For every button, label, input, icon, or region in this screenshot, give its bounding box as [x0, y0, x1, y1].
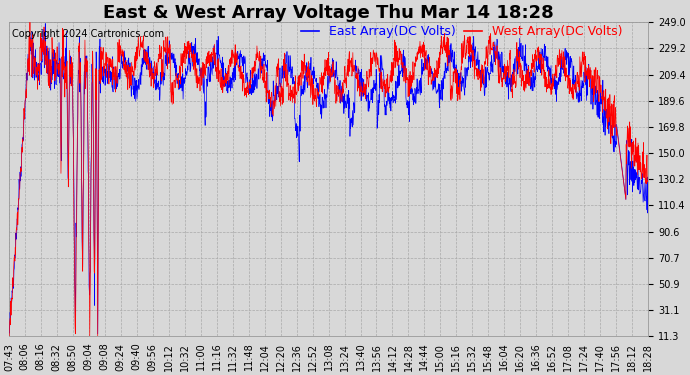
Title: East & West Array Voltage Thu Mar 14 18:28: East & West Array Voltage Thu Mar 14 18:…	[104, 4, 554, 22]
Text: Copyright 2024 Cartronics.com: Copyright 2024 Cartronics.com	[12, 28, 164, 39]
Legend: East Array(DC Volts), West Array(DC Volts): East Array(DC Volts), West Array(DC Volt…	[301, 26, 623, 39]
